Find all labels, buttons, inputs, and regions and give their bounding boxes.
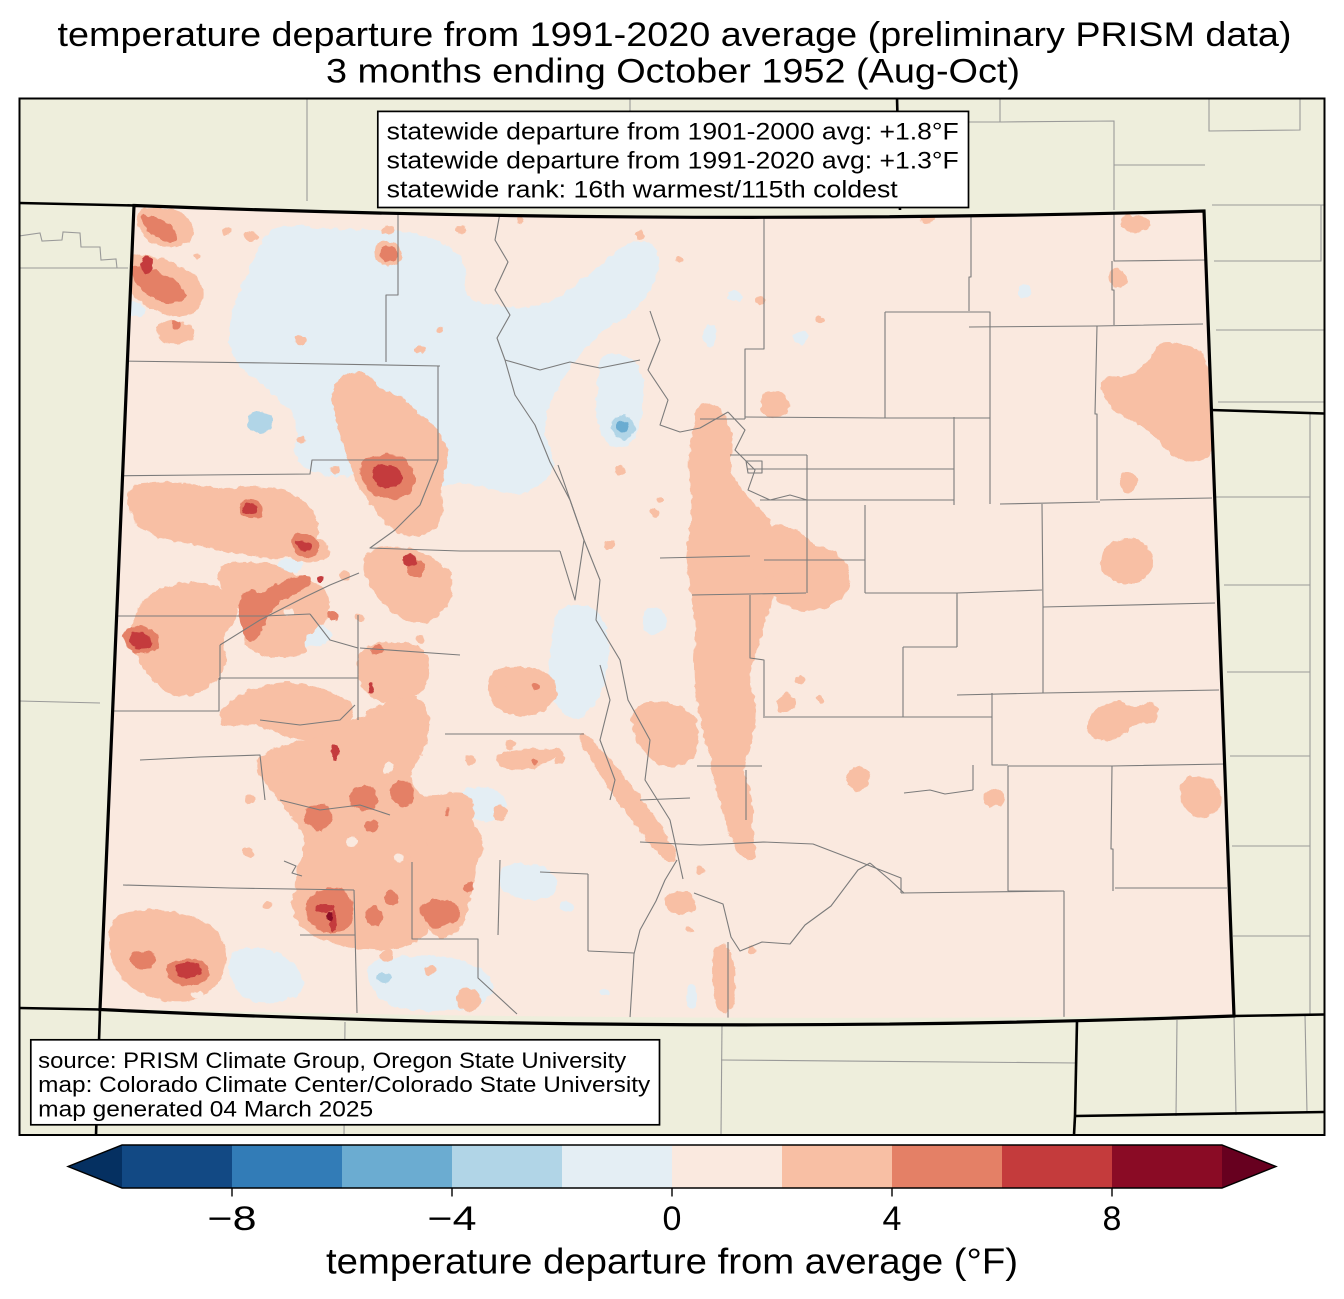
- svg-text:statewide rank: 16th warmest/1: statewide rank: 16th warmest/115th colde…: [387, 177, 898, 204]
- svg-text:temperature departure from 199: temperature departure from 1991-2020 ave…: [58, 16, 1292, 54]
- svg-text:statewide departure from 1901-: statewide departure from 1901-2000 avg: …: [387, 119, 959, 146]
- svg-text:map generated 04 March 2025: map generated 04 March 2025: [38, 1096, 373, 1121]
- svg-text:3 months ending October 1952 (: 3 months ending October 1952 (Aug-Oct): [326, 53, 1020, 91]
- svg-text:temperature departure from ave: temperature departure from average (°F): [326, 1241, 1018, 1282]
- svg-text:statewide departure from 1991-: statewide departure from 1991-2020 avg: …: [387, 148, 959, 175]
- svg-text:−8: −8: [208, 1200, 257, 1238]
- svg-text:8: 8: [1103, 1200, 1122, 1238]
- svg-text:4: 4: [883, 1200, 902, 1238]
- svg-text:map: Colorado Climate Center/C: map: Colorado Climate Center/Colorado St…: [38, 1072, 651, 1097]
- svg-text:−4: −4: [428, 1200, 477, 1238]
- svg-text:0: 0: [663, 1200, 682, 1238]
- svg-text:source: PRISM Climate Group, O: source: PRISM Climate Group, Oregon Stat…: [38, 1048, 627, 1073]
